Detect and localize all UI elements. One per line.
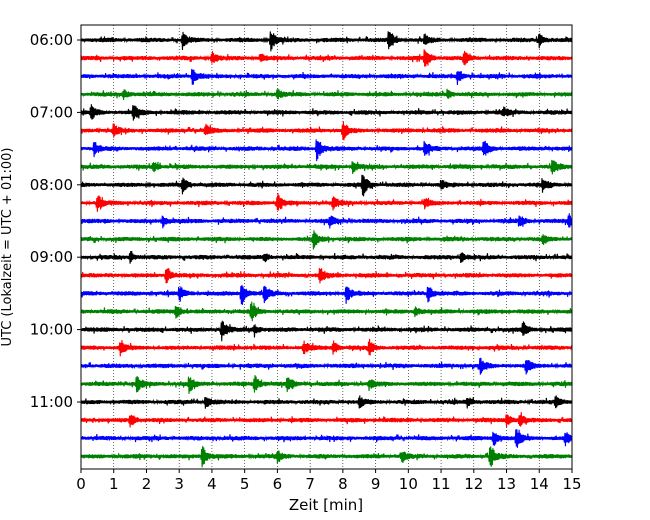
trace-0700 xyxy=(80,121,573,141)
y-tick-label-2: 08:00 xyxy=(30,176,73,194)
y-tick-label-1: 07:00 xyxy=(30,103,73,121)
x-tick-label-0: 0 xyxy=(76,475,86,493)
trace-1030 xyxy=(80,375,573,394)
trace-0715 xyxy=(80,139,573,162)
x-tick-label-11: 11 xyxy=(432,475,451,493)
x-tick-label-3: 3 xyxy=(174,475,184,493)
trace-0900 xyxy=(80,268,573,284)
trace-0800 xyxy=(80,193,573,212)
trace-1115 xyxy=(80,429,573,448)
trace-1130 xyxy=(80,446,573,468)
trace-0815 xyxy=(80,213,573,229)
trace-0630 xyxy=(80,88,573,101)
x-tick-label-12: 12 xyxy=(464,475,483,493)
trace-0600 xyxy=(80,49,573,67)
x-tick-label-13: 13 xyxy=(497,475,516,493)
x-tick-label-5: 5 xyxy=(240,475,250,493)
x-axis-label: Zeit [min] xyxy=(289,496,363,514)
trace-1045 xyxy=(80,395,573,409)
x-tick-label-7: 7 xyxy=(305,475,315,493)
trace-0830 xyxy=(80,230,573,250)
y-tick-label-3: 09:00 xyxy=(30,248,73,266)
y-axis-ticks: 06:00 07:00 08:00 09:00 10:00 11:00 xyxy=(30,31,81,411)
x-tick-label-4: 4 xyxy=(207,475,217,493)
trace-0730 xyxy=(80,159,573,175)
trace-0845 xyxy=(80,250,573,264)
y-tick-label-0: 06:00 xyxy=(30,31,73,49)
trace-0745 xyxy=(80,174,573,197)
x-axis-ticks: 0 1 2 3 4 5 6 7 8 9 10 11 12 13 14 15 xyxy=(76,469,582,493)
plot-frame xyxy=(80,24,573,470)
y-tick-label-5: 11:00 xyxy=(30,393,73,411)
trace-0945 xyxy=(80,320,573,342)
trace-0545 xyxy=(80,31,573,52)
x-tick-label-10: 10 xyxy=(399,475,418,493)
trace-0615 xyxy=(80,68,573,86)
trace-0645 xyxy=(80,104,573,121)
trace-1100 xyxy=(80,412,573,428)
x-tick-label-14: 14 xyxy=(530,475,549,493)
trace-0915 xyxy=(80,284,573,305)
x-tick-label-8: 8 xyxy=(338,475,348,493)
trace-0930 xyxy=(80,301,573,322)
x-tick-label-6: 6 xyxy=(273,475,283,493)
trace-1015 xyxy=(80,357,573,375)
x-tick-label-9: 9 xyxy=(371,475,381,493)
y-tick-label-4: 10:00 xyxy=(30,321,73,339)
x-tick-label-2: 2 xyxy=(142,475,152,493)
x-tick-label-1: 1 xyxy=(109,475,119,493)
trace-1000 xyxy=(80,338,573,357)
x-tick-label-15: 15 xyxy=(562,475,581,493)
seismogram-traces xyxy=(80,31,573,468)
vertical-gridlines xyxy=(113,25,540,469)
y-axis-label: UTC (Lokalzeit = UTC + 01:00) xyxy=(0,148,15,347)
